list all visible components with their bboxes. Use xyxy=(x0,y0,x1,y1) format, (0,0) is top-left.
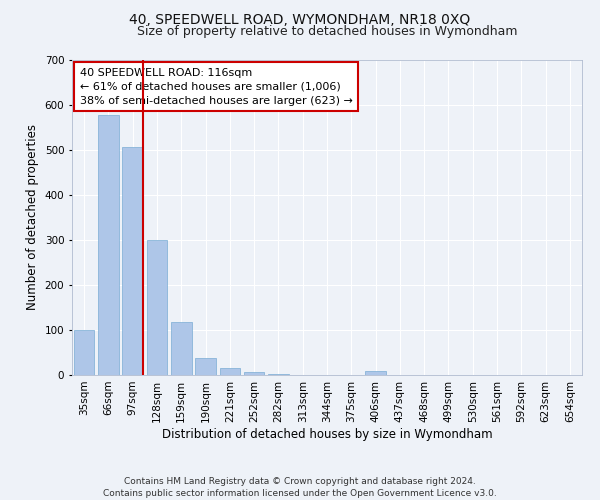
Y-axis label: Number of detached properties: Number of detached properties xyxy=(26,124,39,310)
Bar xyxy=(195,358,216,375)
Text: 40 SPEEDWELL ROAD: 116sqm
← 61% of detached houses are smaller (1,006)
38% of se: 40 SPEEDWELL ROAD: 116sqm ← 61% of detac… xyxy=(80,68,353,106)
Bar xyxy=(365,370,386,375)
Text: Contains HM Land Registry data © Crown copyright and database right 2024.
Contai: Contains HM Land Registry data © Crown c… xyxy=(103,476,497,498)
Bar xyxy=(244,372,265,375)
Bar xyxy=(122,147,143,375)
Title: Size of property relative to detached houses in Wymondham: Size of property relative to detached ho… xyxy=(137,25,517,38)
Text: 40, SPEEDWELL ROAD, WYMONDHAM, NR18 0XQ: 40, SPEEDWELL ROAD, WYMONDHAM, NR18 0XQ xyxy=(130,12,470,26)
Bar xyxy=(98,115,119,375)
Bar xyxy=(220,368,240,375)
X-axis label: Distribution of detached houses by size in Wymondham: Distribution of detached houses by size … xyxy=(161,428,493,440)
Bar xyxy=(146,240,167,375)
Bar xyxy=(171,322,191,375)
Bar xyxy=(268,374,289,375)
Bar xyxy=(74,330,94,375)
